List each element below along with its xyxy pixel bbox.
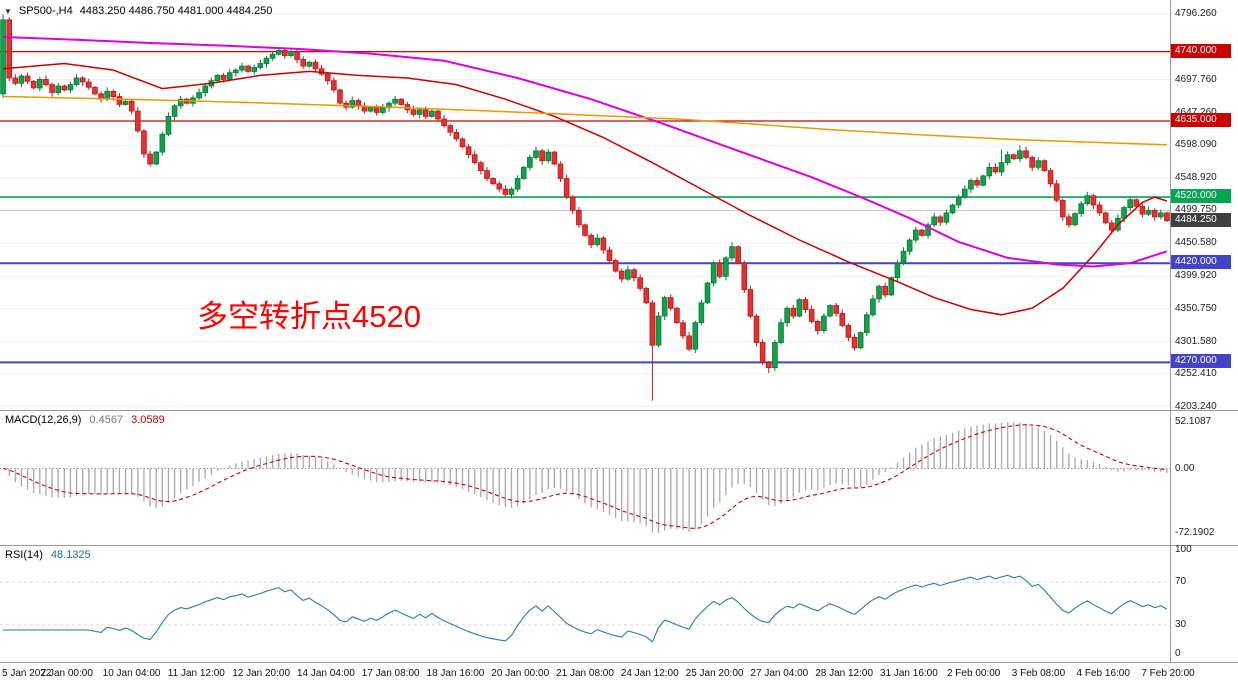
time-axis-label: 27 Jan 04:00: [750, 668, 809, 679]
axis-separator: [1170, 0, 1171, 662]
rsi-panel-canvas[interactable]: [0, 545, 1170, 662]
macd-signal-value: 3.0589: [131, 414, 165, 426]
price-badge-4420.000: 4420.000: [1171, 255, 1231, 270]
rsi-line: [3, 574, 1168, 643]
ma-orange-line: [3, 95, 1167, 146]
time-axis-label: 10 Jan 04:00: [102, 668, 161, 679]
time-axis-label: 7 Jan 00:00: [40, 668, 93, 679]
annotation-text: 多空转折点4520: [197, 299, 421, 334]
time-axis-label: 2 Feb 00:00: [946, 668, 1001, 679]
price-axis-label: 4697.760: [1175, 73, 1217, 85]
rsi-axis-label: 70: [1175, 576, 1187, 588]
time-axis-label: 17 Jan 08:00: [361, 668, 420, 679]
price-axis-label: 4796.260: [1175, 8, 1217, 20]
price-axis-label: 4203.240: [1175, 400, 1217, 412]
time-axis-label: 18 Jan 16:00: [426, 668, 485, 679]
rsi-value: 48.1325: [50, 549, 91, 561]
rsi-label: RSI(14) 48.1325: [5, 549, 91, 561]
price-axis-label: 4499.750: [1175, 204, 1217, 216]
title-marker-icon: ▼: [4, 6, 12, 16]
macd-axis-label: -72.1902: [1175, 527, 1215, 538]
rsi-name: RSI(14): [5, 549, 43, 561]
macd-label: MACD(12,26,9) 0.4567 3.0589: [5, 414, 165, 426]
time-axis-label: 28 Jan 12:00: [815, 668, 874, 679]
ma-magenta-line: [3, 36, 1168, 268]
panel-separator: [0, 410, 1238, 411]
price-badge-4520.000: 4520.000: [1171, 189, 1231, 204]
ohlc-values: 4483.250 4486.750 4481.000 4484.250: [79, 5, 273, 17]
price-axis-label: 4647.260: [1175, 107, 1217, 119]
symbol-timeframe-label: SP500-,H4: [18, 5, 73, 17]
ma-red-line: [3, 62, 1168, 316]
rsi-axis-label: 30: [1175, 618, 1187, 630]
price-axis-label: 4399.920: [1175, 270, 1217, 282]
macd-name: MACD(12,26,9): [5, 414, 82, 426]
price-badge-4635.000: 4635.000: [1171, 113, 1231, 128]
rsi-axis-label: 100: [1175, 544, 1192, 555]
macd-axis-label: 0.00: [1175, 462, 1195, 474]
time-axis-label: 7 Feb 20:00: [1141, 668, 1195, 679]
time-axis-label: 31 Jan 16:00: [879, 668, 938, 679]
time-axis-label: 5 Jan 2022: [2, 668, 52, 679]
panel-separator: [0, 662, 1238, 663]
time-axis-label: 20 Jan 00:00: [491, 668, 550, 679]
price-axis-label: 4301.580: [1175, 335, 1217, 347]
price-axis[interactable]: 4796.260 4697.760 4647.260 4598.090 4548.920…: [1171, 0, 1238, 662]
time-axis[interactable]: 5 Jan 2022 7 Jan 00:00 10 Jan 04:00 11 Jan …: [0, 663, 1238, 686]
macd-panel-canvas[interactable]: [0, 410, 1170, 545]
panel-separator: [0, 545, 1238, 546]
time-axis-label: 12 Jan 20:00: [232, 668, 291, 679]
macd-signal-line: [2, 424, 1167, 529]
time-axis-label: 14 Jan 04:00: [296, 668, 355, 679]
price-axis-label: 4252.410: [1175, 368, 1217, 380]
price-axis-label: 4350.750: [1175, 302, 1217, 314]
price-axis-label: 4450.580: [1175, 236, 1217, 248]
time-axis-label: 21 Jan 08:00: [556, 668, 614, 679]
time-axis-label: 11 Jan 12:00: [167, 668, 225, 679]
time-axis-label: 24 Jan 12:00: [620, 668, 679, 679]
price-badge-4740.000: 4740.000: [1171, 43, 1231, 58]
main-chart-canvas[interactable]: [0, 0, 1170, 410]
price-axis-label: 4548.920: [1175, 171, 1217, 183]
time-axis-label: 25 Jan 20:00: [685, 668, 744, 679]
time-axis-label: 4 Feb 16:00: [1076, 668, 1130, 679]
price-axis-label: 4598.090: [1175, 139, 1217, 151]
macd-main-value: 0.4567: [89, 414, 124, 426]
price-badge-4270.000: 4270.000: [1171, 354, 1231, 369]
macd-histogram: [8, 422, 1168, 533]
candles: [0, 14, 1170, 401]
chart-title: ▼ SP500-,H4 4483.250 4486.750 4481.000 4…: [4, 5, 272, 17]
time-axis-label: 3 Feb 08:00: [1011, 668, 1066, 679]
current-price-badge: 4484.250: [1171, 212, 1231, 227]
macd-axis-label: 52.1087: [1175, 416, 1212, 427]
rsi-axis-label: 0: [1175, 648, 1181, 659]
